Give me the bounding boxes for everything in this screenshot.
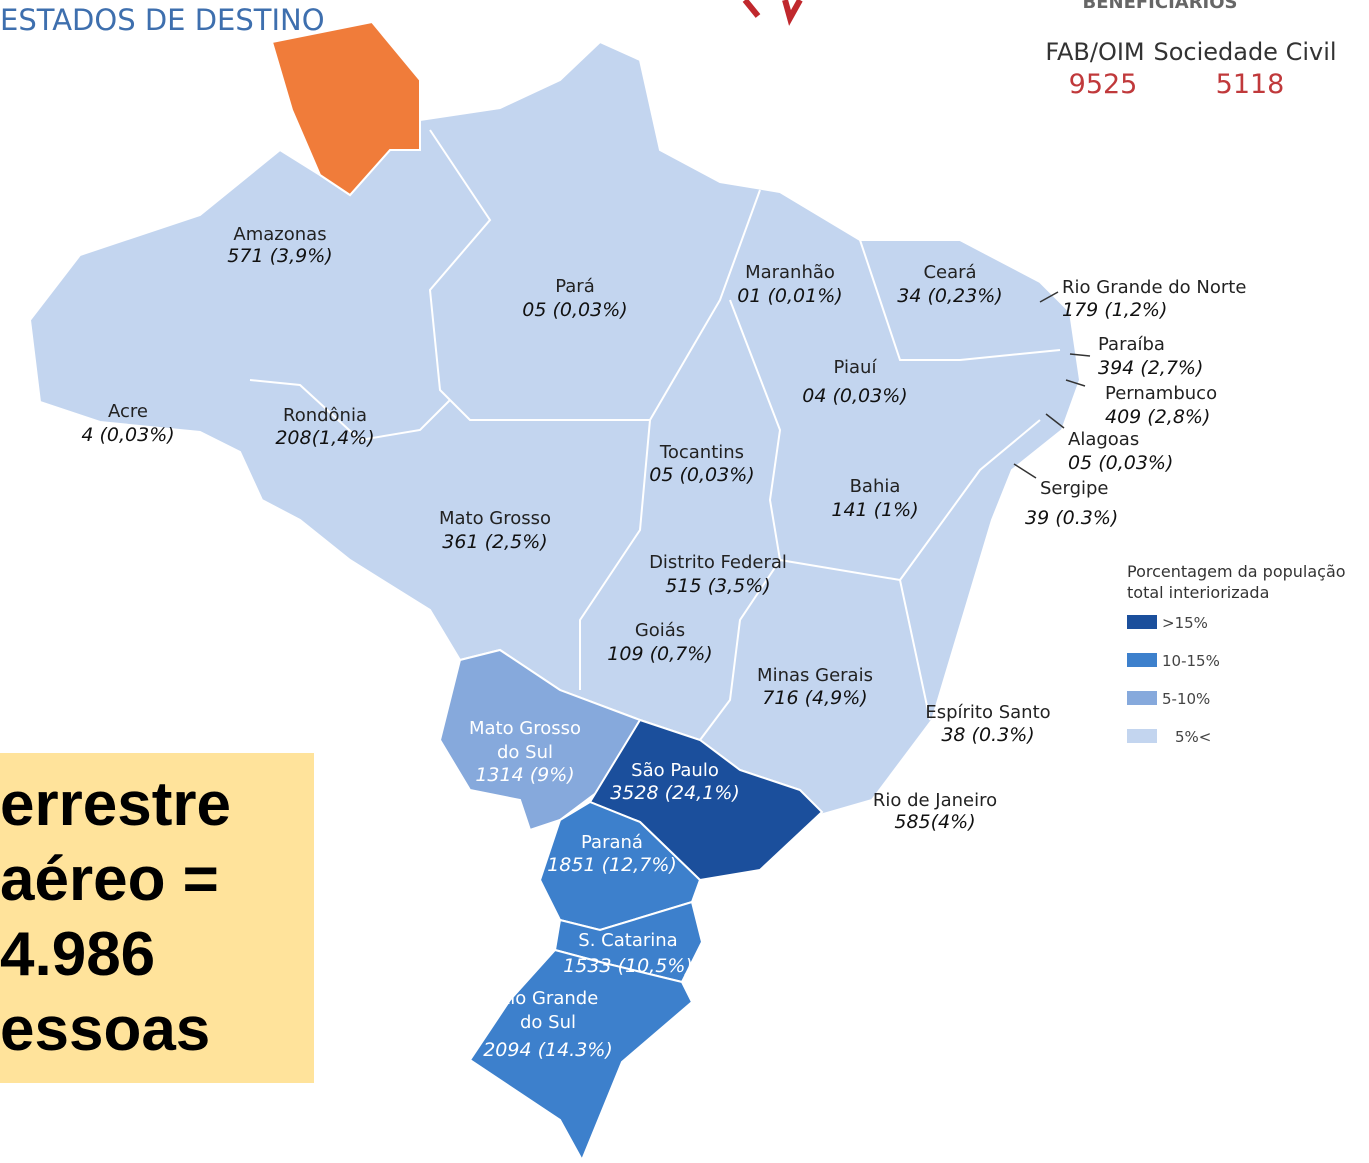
state-value: 39 (0.3%) <box>1025 507 1118 529</box>
legend-label: 10-15% <box>1162 652 1220 670</box>
state-value: 208(1,4%) <box>275 427 374 449</box>
state-borders <box>249 129 1061 741</box>
state-name: Distrito Federal <box>649 552 787 573</box>
legend-title: total interiorizada <box>1127 583 1269 602</box>
callout-text: 4.986 <box>0 920 155 989</box>
state-name: Paraíba <box>1098 334 1165 355</box>
state-value: 394 (2,7%) <box>1098 357 1203 379</box>
state-name: Mato Grosso <box>439 508 551 529</box>
legend-swatch <box>1127 615 1157 629</box>
state-name: Goiás <box>635 620 685 641</box>
state-value: 05 (0,03%) <box>522 299 627 321</box>
state-name: São Paulo <box>631 760 719 781</box>
callout-text: essoas <box>0 995 210 1064</box>
state-value: 571 (3,9%) <box>227 245 332 267</box>
map-title: ESTADOS DE DESTINO <box>0 3 325 37</box>
legend-swatch <box>1127 653 1157 667</box>
state-name: Alagoas <box>1068 429 1139 450</box>
leader-lines <box>1013 291 1091 479</box>
legend-swatch <box>1127 729 1157 743</box>
state-name: Paraná <box>581 832 643 853</box>
state-name: S. Catarina <box>578 930 677 951</box>
state-name: Rio Grande <box>498 988 599 1009</box>
state-name: Pernambuco <box>1105 383 1217 404</box>
state-name: Rio Grande do Norte <box>1062 277 1246 298</box>
callout-text: errestre <box>0 770 231 839</box>
state-value: 2094 (14.3%) <box>483 1039 613 1061</box>
callout-text: aéreo = <box>0 845 219 914</box>
beneficiary-label: Sociedade Civil <box>1153 38 1336 66</box>
state-value: 3528 (24,1%) <box>610 782 740 804</box>
state-name: Rondônia <box>283 405 367 426</box>
state-value: 409 (2,8%) <box>1105 406 1210 428</box>
state-name: Acre <box>108 401 148 422</box>
state-name: Maranhão <box>745 262 835 283</box>
state-name: Mato Grosso <box>469 718 581 739</box>
state-value: 04 (0,03%) <box>802 385 907 407</box>
state-name: Sergipe <box>1040 478 1109 499</box>
state-name: Tocantins <box>659 442 744 463</box>
logo-fragment <box>742 0 803 26</box>
state-value: 05 (0,03%) <box>649 464 754 486</box>
state-value: 1314 (9%) <box>475 764 574 786</box>
legend-label: 5%< <box>1175 728 1211 746</box>
state-value: 361 (2,5%) <box>442 531 547 553</box>
beneficiary-value: 9525 <box>1069 69 1138 100</box>
legend-label: >15% <box>1162 614 1208 632</box>
legend-swatch <box>1127 691 1157 705</box>
state-value: 141 (1%) <box>831 499 918 521</box>
state-name: Espírito Santo <box>925 702 1050 723</box>
state-value: 1533 (10,5%) <box>563 955 693 977</box>
beneficiary-label: FAB/OIM <box>1045 38 1144 66</box>
state-value: 585(4%) <box>894 811 975 833</box>
legend-title: Porcentagem da população <box>1127 562 1346 581</box>
state-name: do Sul <box>497 742 553 763</box>
state-name: Pará <box>555 276 595 297</box>
state-name: Piauí <box>834 357 878 378</box>
state-value: 179 (1,2%) <box>1062 299 1167 321</box>
state-value: 716 (4,9%) <box>762 687 867 709</box>
state-name: Minas Gerais <box>757 665 873 686</box>
legend-label: 5-10% <box>1162 690 1210 708</box>
state-name: do Sul <box>520 1012 576 1033</box>
state-value: 1851 (12,7%) <box>547 854 677 876</box>
state-name: Amazonas <box>233 224 326 245</box>
state-value: 4 (0,03%) <box>81 424 174 446</box>
state-name: Bahia <box>850 476 901 497</box>
state-name: Rio de Janeiro <box>873 790 997 811</box>
state-value: 515 (3,5%) <box>665 575 770 597</box>
state-value: 01 (0,01%) <box>737 285 842 307</box>
state-value: 38 (0.3%) <box>941 724 1034 746</box>
callout-box <box>0 753 314 1083</box>
state-shape <box>468 948 694 1163</box>
highlight-state <box>270 20 421 197</box>
state-name: Ceará <box>923 262 976 283</box>
state-value: 05 (0,03%) <box>1068 452 1173 474</box>
beneficiaries-title: BENEFICIÁRIOS <box>1082 0 1237 13</box>
beneficiary-value: 5118 <box>1216 69 1285 100</box>
state-value: 109 (0,7%) <box>607 643 712 665</box>
state-value: 34 (0,23%) <box>897 285 1002 307</box>
